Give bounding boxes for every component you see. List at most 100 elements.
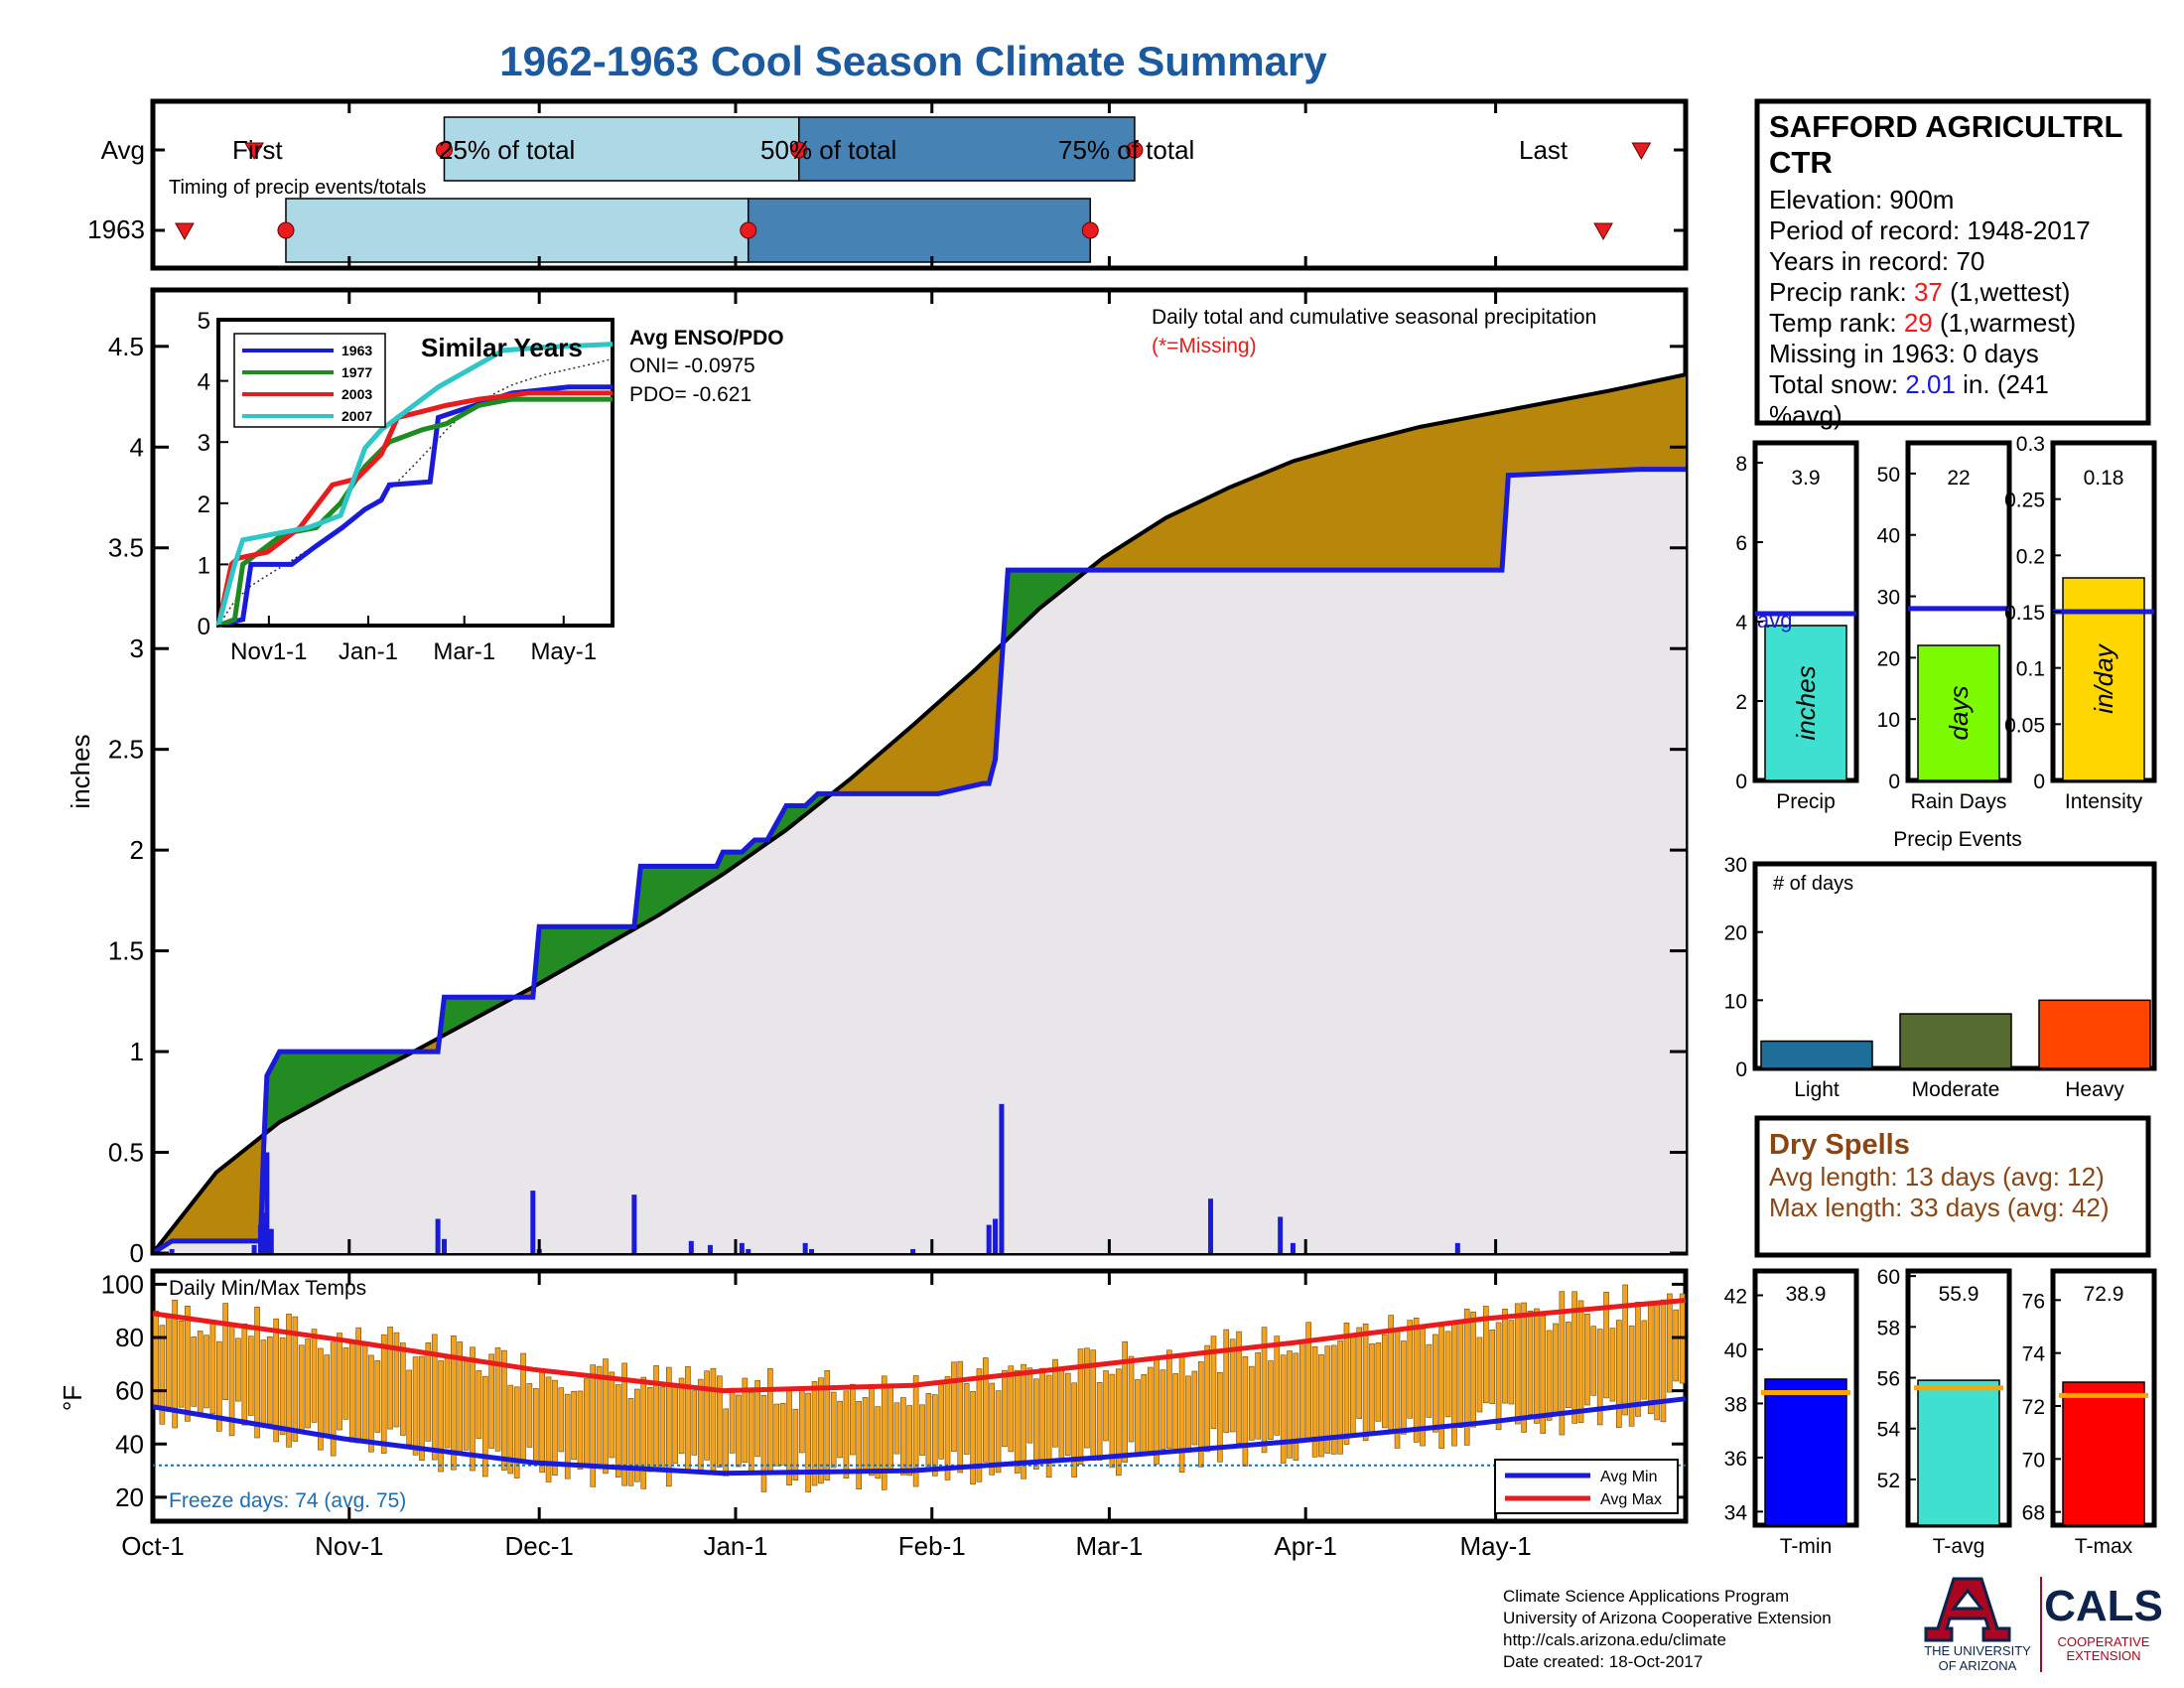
timing-avg-p75-marker	[1126, 141, 1144, 159]
daily-temp-bar	[584, 1378, 590, 1468]
daily-temp-bar	[672, 1384, 678, 1465]
daily-temp-bar	[856, 1401, 862, 1489]
daily-precip-bar	[993, 1218, 999, 1253]
avg-min-line	[152, 1396, 1687, 1477]
raindays-summary-tick-label: 20	[1877, 647, 1900, 670]
daily-temp-bar	[1356, 1327, 1363, 1419]
daily-temp-bar	[1026, 1367, 1033, 1444]
daily-temp-bar	[1603, 1291, 1609, 1399]
daily-temp-bar	[1077, 1348, 1084, 1465]
daily-temp-bar	[178, 1320, 185, 1408]
daily-temp-bar	[216, 1340, 222, 1432]
intensity-summary-tick-label: 0	[2033, 771, 2045, 793]
daily-temp-bar	[311, 1329, 318, 1423]
footer-line-3: http://cals.arizona.edu/climate	[1503, 1630, 1726, 1649]
daily-temp-bar	[1622, 1284, 1628, 1416]
daily-temp-bar	[1330, 1344, 1337, 1455]
inset-x-tick-label: Jan-1	[339, 638, 398, 665]
daily-temp-bar	[247, 1336, 254, 1416]
daily-temp-bar	[1084, 1347, 1090, 1449]
daily-temp-bar	[1635, 1302, 1641, 1417]
daily-temp-bar	[951, 1361, 957, 1453]
precip-summary-tick-label: 8	[1735, 453, 1747, 476]
daily-temp-bar	[798, 1387, 805, 1454]
inset-y-tick-label: 5	[198, 308, 210, 335]
station-years: Years in record: 70	[1769, 246, 1984, 276]
daily-temp-bar	[1229, 1338, 1236, 1433]
intensity-summary-label: Intensity	[2065, 790, 2143, 813]
daily-temp-bar	[481, 1375, 488, 1477]
daily-temp-bar	[1514, 1303, 1521, 1425]
cals-logo: CALS COOPERATIVE EXTENSION	[2044, 1582, 2163, 1663]
daily-temp-bar	[983, 1357, 989, 1463]
daily-temp-bar	[241, 1323, 248, 1426]
daily-precip-bar	[251, 1244, 257, 1253]
daily-temp-bar	[1280, 1354, 1287, 1464]
page-title: 1962-1963 Cool Season Climate Summary	[499, 38, 1327, 84]
daily-temp-bar	[614, 1384, 621, 1477]
footer-line-1: Climate Science Applications Program	[1503, 1587, 1789, 1606]
cals-text: CALS	[2044, 1582, 2163, 1630]
daily-temp-bar	[431, 1334, 438, 1461]
daily-temp-bar	[1014, 1369, 1021, 1474]
daily-temp-bar	[533, 1388, 539, 1464]
daily-temp-bar	[1318, 1354, 1324, 1458]
daily-temp-bar	[380, 1334, 387, 1454]
station-name-1: SAFFORD AGRICULTRL	[1769, 109, 2122, 144]
temp-title: Daily Min/Max Temps	[169, 1277, 366, 1300]
intensity-summary-tick-label: 0.25	[2004, 490, 2045, 512]
daily-temp-bar	[1154, 1356, 1160, 1465]
daily-precip-bar	[1278, 1216, 1284, 1253]
inset-x-tick-label: May-1	[530, 638, 597, 665]
daily-temp-bar	[1438, 1326, 1444, 1449]
daily-precip-bar	[169, 1248, 175, 1253]
station-period: Period of record: 1948-2017	[1769, 215, 2091, 245]
inset-legend-label: 1963	[341, 343, 372, 358]
daily-precip-bar	[999, 1103, 1005, 1253]
daily-temp-bar	[348, 1340, 355, 1443]
daily-temp-bar	[906, 1405, 913, 1477]
daily-temp-bar	[513, 1386, 520, 1478]
daily-precip-bar	[707, 1244, 713, 1253]
enso-title: Avg ENSO/PDO	[629, 327, 784, 350]
daily-temp-bar	[425, 1342, 432, 1442]
tmax-summary-bar	[2062, 1381, 2145, 1526]
month-tick-label: May-1	[1459, 1531, 1531, 1561]
daily-temp-bar	[361, 1344, 368, 1444]
tmin-summary-tick-label: 34	[1724, 1501, 1748, 1524]
daily-temp-bar	[330, 1341, 337, 1457]
timing-caption: Timing of precip events/totals	[169, 177, 426, 199]
daily-temp-bar	[609, 1371, 615, 1459]
daily-temp-bar	[1261, 1327, 1268, 1454]
inset-y-tick-label: 1	[198, 552, 210, 579]
inset-y-tick-label: 2	[198, 492, 210, 518]
daily-temp-bar	[1197, 1361, 1204, 1468]
below-average-area	[153, 374, 1686, 1254]
inset-legend-label: 2003	[341, 386, 372, 402]
inset-x-tick-label: Mar-1	[433, 638, 495, 665]
daily-precip-bar	[739, 1242, 745, 1253]
timing-year-p75-marker	[1081, 221, 1099, 239]
raindays-summary-tick-label: 0	[1888, 771, 1900, 793]
precip-summary-tick-label: 6	[1735, 532, 1747, 555]
daily-temp-bar	[1002, 1369, 1008, 1448]
daily-temp-bar	[760, 1394, 767, 1492]
timing-panel: Avg 1963 Timing of precip events/totals …	[87, 98, 1689, 271]
daily-temp-bar	[1008, 1365, 1015, 1453]
daily-temp-bar	[818, 1377, 824, 1484]
university-logo: THE UNIVERSITY OF ARIZONA	[1924, 1577, 2031, 1673]
daily-temp-bar	[463, 1359, 470, 1451]
dry-spells-title: Dry Spells	[1769, 1129, 1910, 1161]
daily-temp-bar	[710, 1367, 717, 1472]
daily-temp-bar	[159, 1325, 166, 1425]
footer-line-2: University of Arizona Cooperative Extens…	[1503, 1609, 1832, 1627]
daily-temp-bar	[552, 1379, 558, 1476]
events-tick-label: 30	[1724, 854, 1747, 877]
timing-year-p50-marker	[740, 221, 757, 239]
daily-temp-bar	[1178, 1355, 1185, 1473]
daily-temp-bar	[1350, 1335, 1356, 1438]
daily-temp-bar	[387, 1327, 393, 1430]
daily-temp-bar	[659, 1386, 666, 1470]
daily-temp-bar	[1115, 1368, 1122, 1477]
